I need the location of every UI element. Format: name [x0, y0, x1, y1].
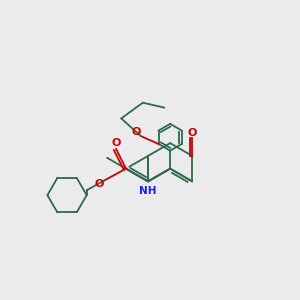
Text: O: O	[131, 127, 141, 137]
Text: NH: NH	[139, 186, 157, 196]
Text: O: O	[95, 179, 104, 189]
Text: O: O	[111, 138, 121, 148]
Text: O: O	[188, 128, 197, 138]
